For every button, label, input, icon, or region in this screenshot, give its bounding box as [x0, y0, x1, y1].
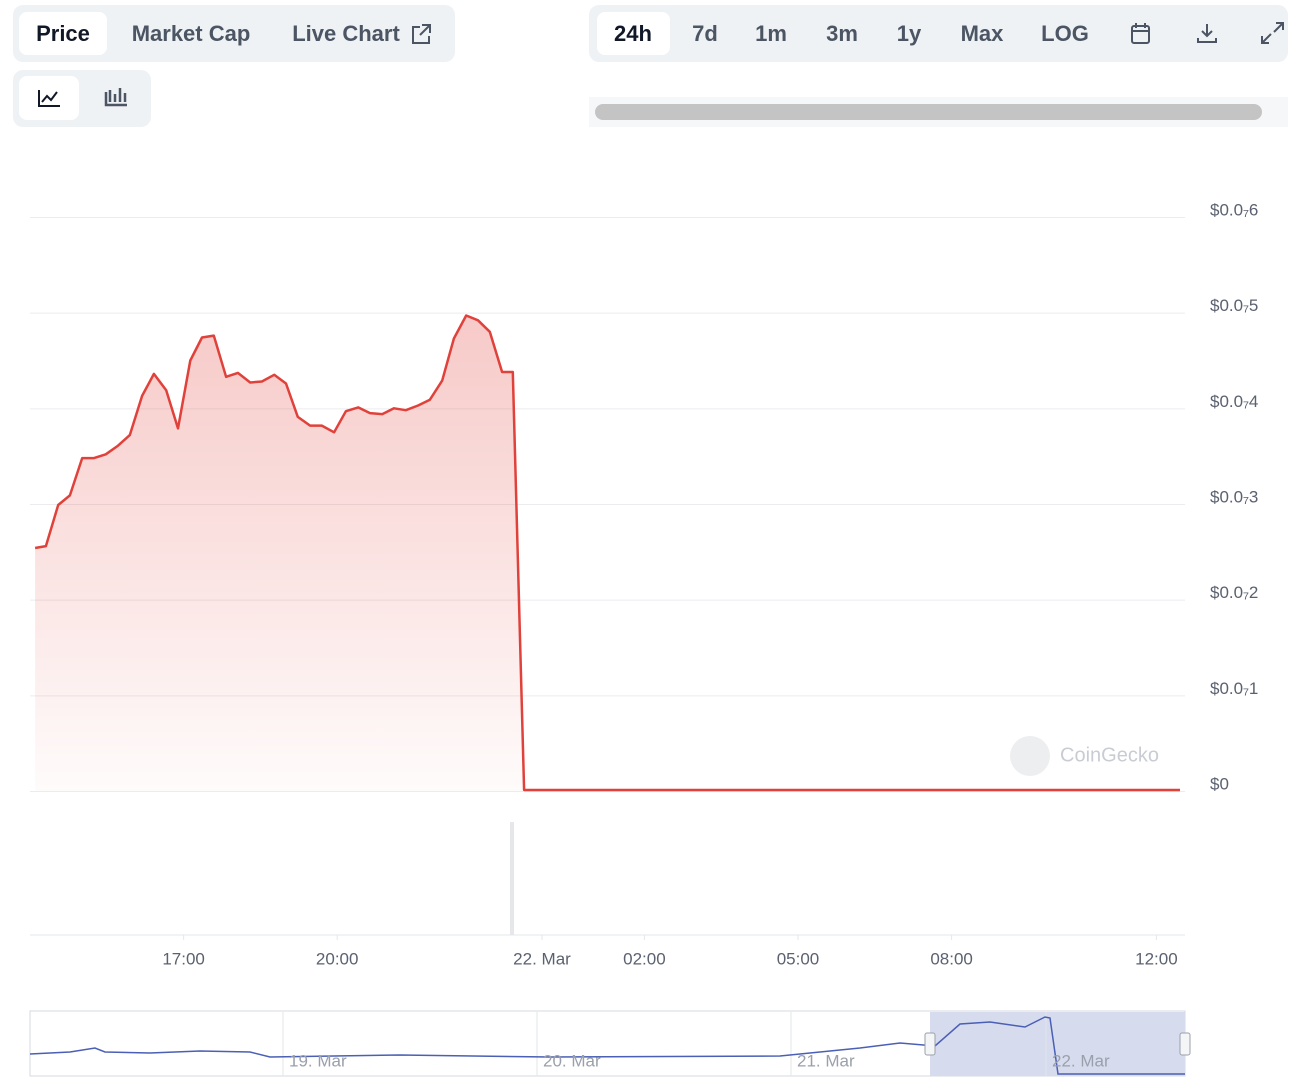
navigator-line	[29, 1016, 1185, 1075]
external-link-icon	[412, 24, 431, 44]
range-button[interactable]: LOG	[1041, 21, 1089, 46]
x-tick-label: 02:00	[623, 949, 666, 968]
navigator-label: 19. Mar	[289, 1051, 347, 1070]
watermark-logo	[1010, 736, 1050, 776]
range-group	[589, 5, 1288, 62]
tab[interactable]: Market Cap	[132, 21, 251, 46]
area	[35, 315, 1181, 791]
range-button[interactable]: 7d	[692, 21, 718, 46]
navigator-label: 22. Mar	[1052, 1051, 1110, 1070]
x-tick-label: 22. Mar	[513, 949, 571, 968]
navigator-handle[interactable]	[1179, 1032, 1191, 1056]
tab-group	[13, 5, 455, 62]
tab[interactable]: Price	[36, 21, 90, 46]
range-button[interactable]: 3m	[826, 21, 858, 46]
y-tick-label: $0.0₇2	[1210, 583, 1258, 602]
y-tick-label: $0.0₇5	[1210, 296, 1258, 315]
range-active-bg	[597, 12, 670, 55]
x-tick-label: 05:00	[777, 949, 820, 968]
tab[interactable]: Live Chart	[292, 21, 400, 46]
tab-active-bg	[19, 12, 107, 55]
range-button[interactable]: Max	[961, 21, 1005, 46]
navigator-dividers	[282, 1012, 1047, 1076]
range-button[interactable]: 24h	[614, 21, 652, 46]
line-icon	[38, 90, 60, 107]
x-tick-label: 08:00	[930, 949, 973, 968]
x-tick-label: 12:00	[1135, 949, 1178, 968]
watermark: CoinGecko	[1060, 744, 1159, 766]
volume-bar	[510, 822, 514, 935]
candle-icon[interactable]	[104, 88, 127, 107]
navigator-label: 20. Mar	[543, 1051, 601, 1070]
x-tick-label: 17:00	[162, 949, 205, 968]
navigator-label: 21. Mar	[797, 1051, 855, 1070]
x-tick-label: 20:00	[316, 949, 359, 968]
y-tick-label: $0.0₇1	[1210, 679, 1258, 698]
y-tick-label: $0.0₇6	[1210, 200, 1258, 219]
scrollbar[interactable]	[595, 104, 1262, 120]
range-button[interactable]: 1m	[755, 21, 787, 46]
y-tick-label: $0	[1210, 774, 1229, 793]
range-button[interactable]: 1y	[897, 21, 922, 46]
y-tick-label: $0.0₇4	[1210, 392, 1258, 411]
y-tick-label: $0.0₇3	[1210, 487, 1258, 506]
line	[34, 314, 1180, 792]
navigator-handle[interactable]	[924, 1032, 936, 1056]
toolbar-icons[interactable]	[1131, 22, 1284, 44]
